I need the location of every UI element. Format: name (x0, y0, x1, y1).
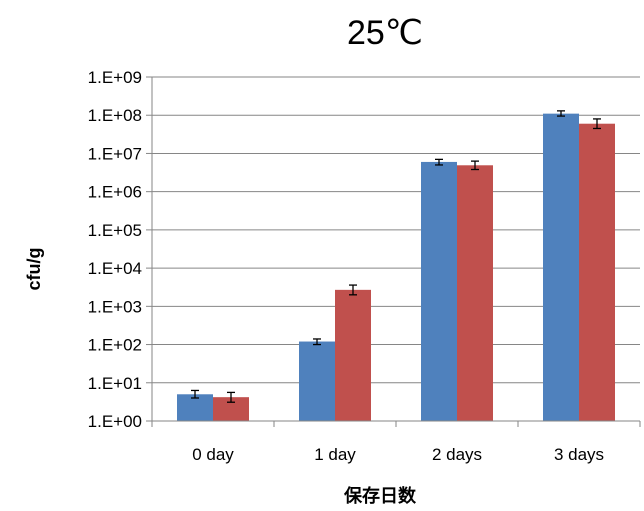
y-tick-label: 1.E+04 (88, 259, 142, 278)
bar (421, 161, 457, 421)
bar (213, 397, 249, 421)
y-tick-label: 1.E+07 (88, 144, 142, 163)
x-tick-label: 0 day (192, 445, 234, 464)
y-tick-label: 1.E+06 (88, 183, 142, 202)
error-bar (349, 284, 357, 296)
y-tick-label: 1.E+02 (88, 336, 142, 355)
x-axis-label: 保存日数 (343, 485, 417, 506)
error-bar (227, 391, 235, 403)
error-bars (191, 110, 601, 403)
error-bar (435, 158, 443, 166)
bars (177, 113, 615, 421)
y-tick-label: 1.E+01 (88, 374, 142, 393)
y-tick-labels: 1.E+00 1.E+01 1.E+02 1.E+03 1.E+04 1.E+05 1.E+… (88, 68, 142, 431)
y-tick-label: 1.E+08 (88, 106, 142, 125)
y-tick-label: 1.E+03 (88, 297, 142, 316)
x-tick-labels: 0 day 1 day 2 days 3 days (192, 445, 604, 464)
axes (146, 76, 641, 427)
chart-title: 25℃ (347, 14, 423, 52)
x-tick-label: 3 days (554, 445, 604, 464)
bar (457, 165, 493, 421)
error-bar (471, 160, 479, 171)
error-bar (313, 338, 321, 346)
x-tick-label: 1 day (314, 445, 356, 464)
bar (299, 341, 335, 421)
error-bar (593, 118, 601, 130)
gridlines (152, 76, 640, 384)
bar (177, 394, 213, 421)
x-tick-label: 2 days (432, 445, 482, 464)
error-bar (557, 110, 565, 117)
y-tick-label: 1.E+05 (88, 221, 142, 240)
error-bar (191, 389, 199, 399)
bar (543, 113, 579, 421)
y-tick-label: 1.E+09 (88, 68, 142, 87)
y-axis-label: cfu/g (24, 248, 44, 291)
bar (579, 123, 615, 421)
y-tick-label: 1.E+00 (88, 412, 142, 431)
bar (335, 289, 371, 421)
